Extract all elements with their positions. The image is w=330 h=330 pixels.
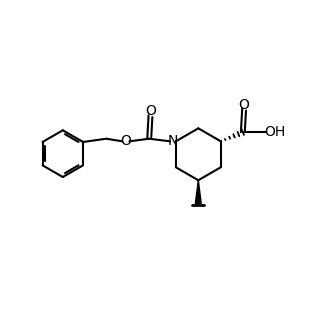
Text: O: O xyxy=(120,134,131,148)
Text: O: O xyxy=(145,104,156,118)
Text: OH: OH xyxy=(264,125,285,139)
Polygon shape xyxy=(195,180,201,204)
Text: O: O xyxy=(239,98,249,112)
Text: N: N xyxy=(167,134,178,148)
